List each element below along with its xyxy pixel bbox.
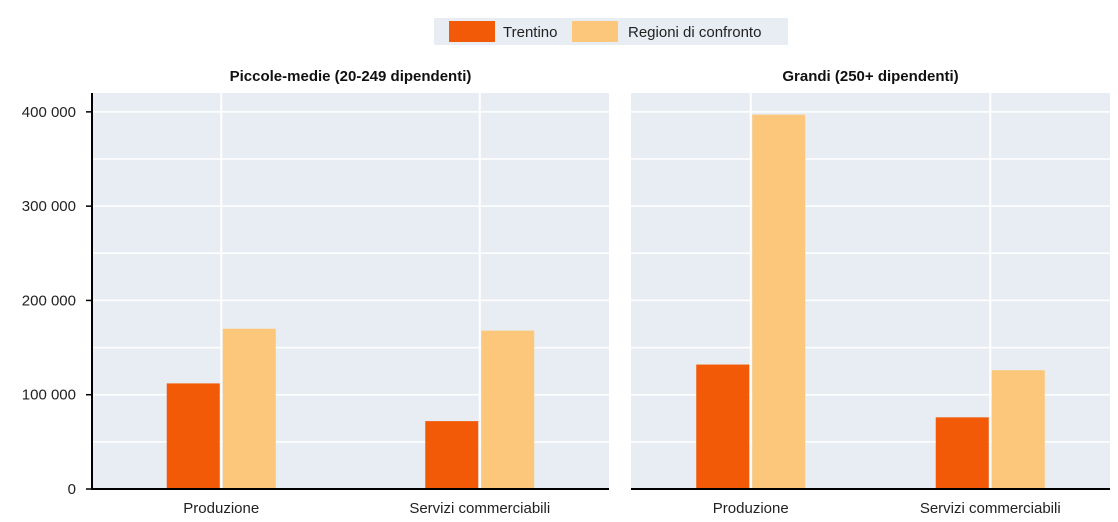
bar-trentino-1	[425, 421, 479, 489]
panels: Produzione Servizi commerciabili Piccole-m…	[92, 68, 1110, 517]
legend-label-1: Regioni di confronto	[628, 24, 761, 41]
y-tick-label: 0	[68, 481, 76, 498]
bar-trentino-0	[696, 364, 750, 489]
panel-title: Grandi (250+ dipendenti)	[782, 68, 958, 85]
panel-title: Piccole-medie (20-249 dipendenti)	[230, 68, 472, 85]
legend: Trentino Regioni di confronto	[434, 18, 788, 45]
category-label: Servizi commerciabili	[920, 500, 1061, 517]
bar-regioni-1	[991, 370, 1045, 489]
legend-swatch-0	[449, 21, 495, 42]
y-axis: 0 100 000 200 000 300 000 400 000	[22, 93, 93, 498]
y-tick-label: 400 000	[22, 104, 76, 121]
legend-label-0: Trentino	[503, 24, 557, 41]
bar-regioni-0	[752, 114, 806, 489]
panel-0: Produzione Servizi commerciabili Piccole-m…	[92, 68, 609, 517]
y-tick-label: 300 000	[22, 198, 76, 215]
bar-regioni-1	[481, 330, 535, 489]
panel-1: Produzione Servizi commerciabili Grandi (2…	[631, 68, 1110, 517]
bar-regioni-0	[222, 328, 276, 489]
bar-trentino-1	[935, 417, 989, 489]
y-tick-label: 100 000	[22, 387, 76, 404]
category-label: Servizi commerciabili	[409, 500, 550, 517]
category-label: Produzione	[713, 500, 789, 517]
legend-swatch-1	[572, 21, 618, 42]
category-label: Produzione	[183, 500, 259, 517]
bar-trentino-0	[166, 383, 220, 489]
y-tick-label: 200 000	[22, 292, 76, 309]
